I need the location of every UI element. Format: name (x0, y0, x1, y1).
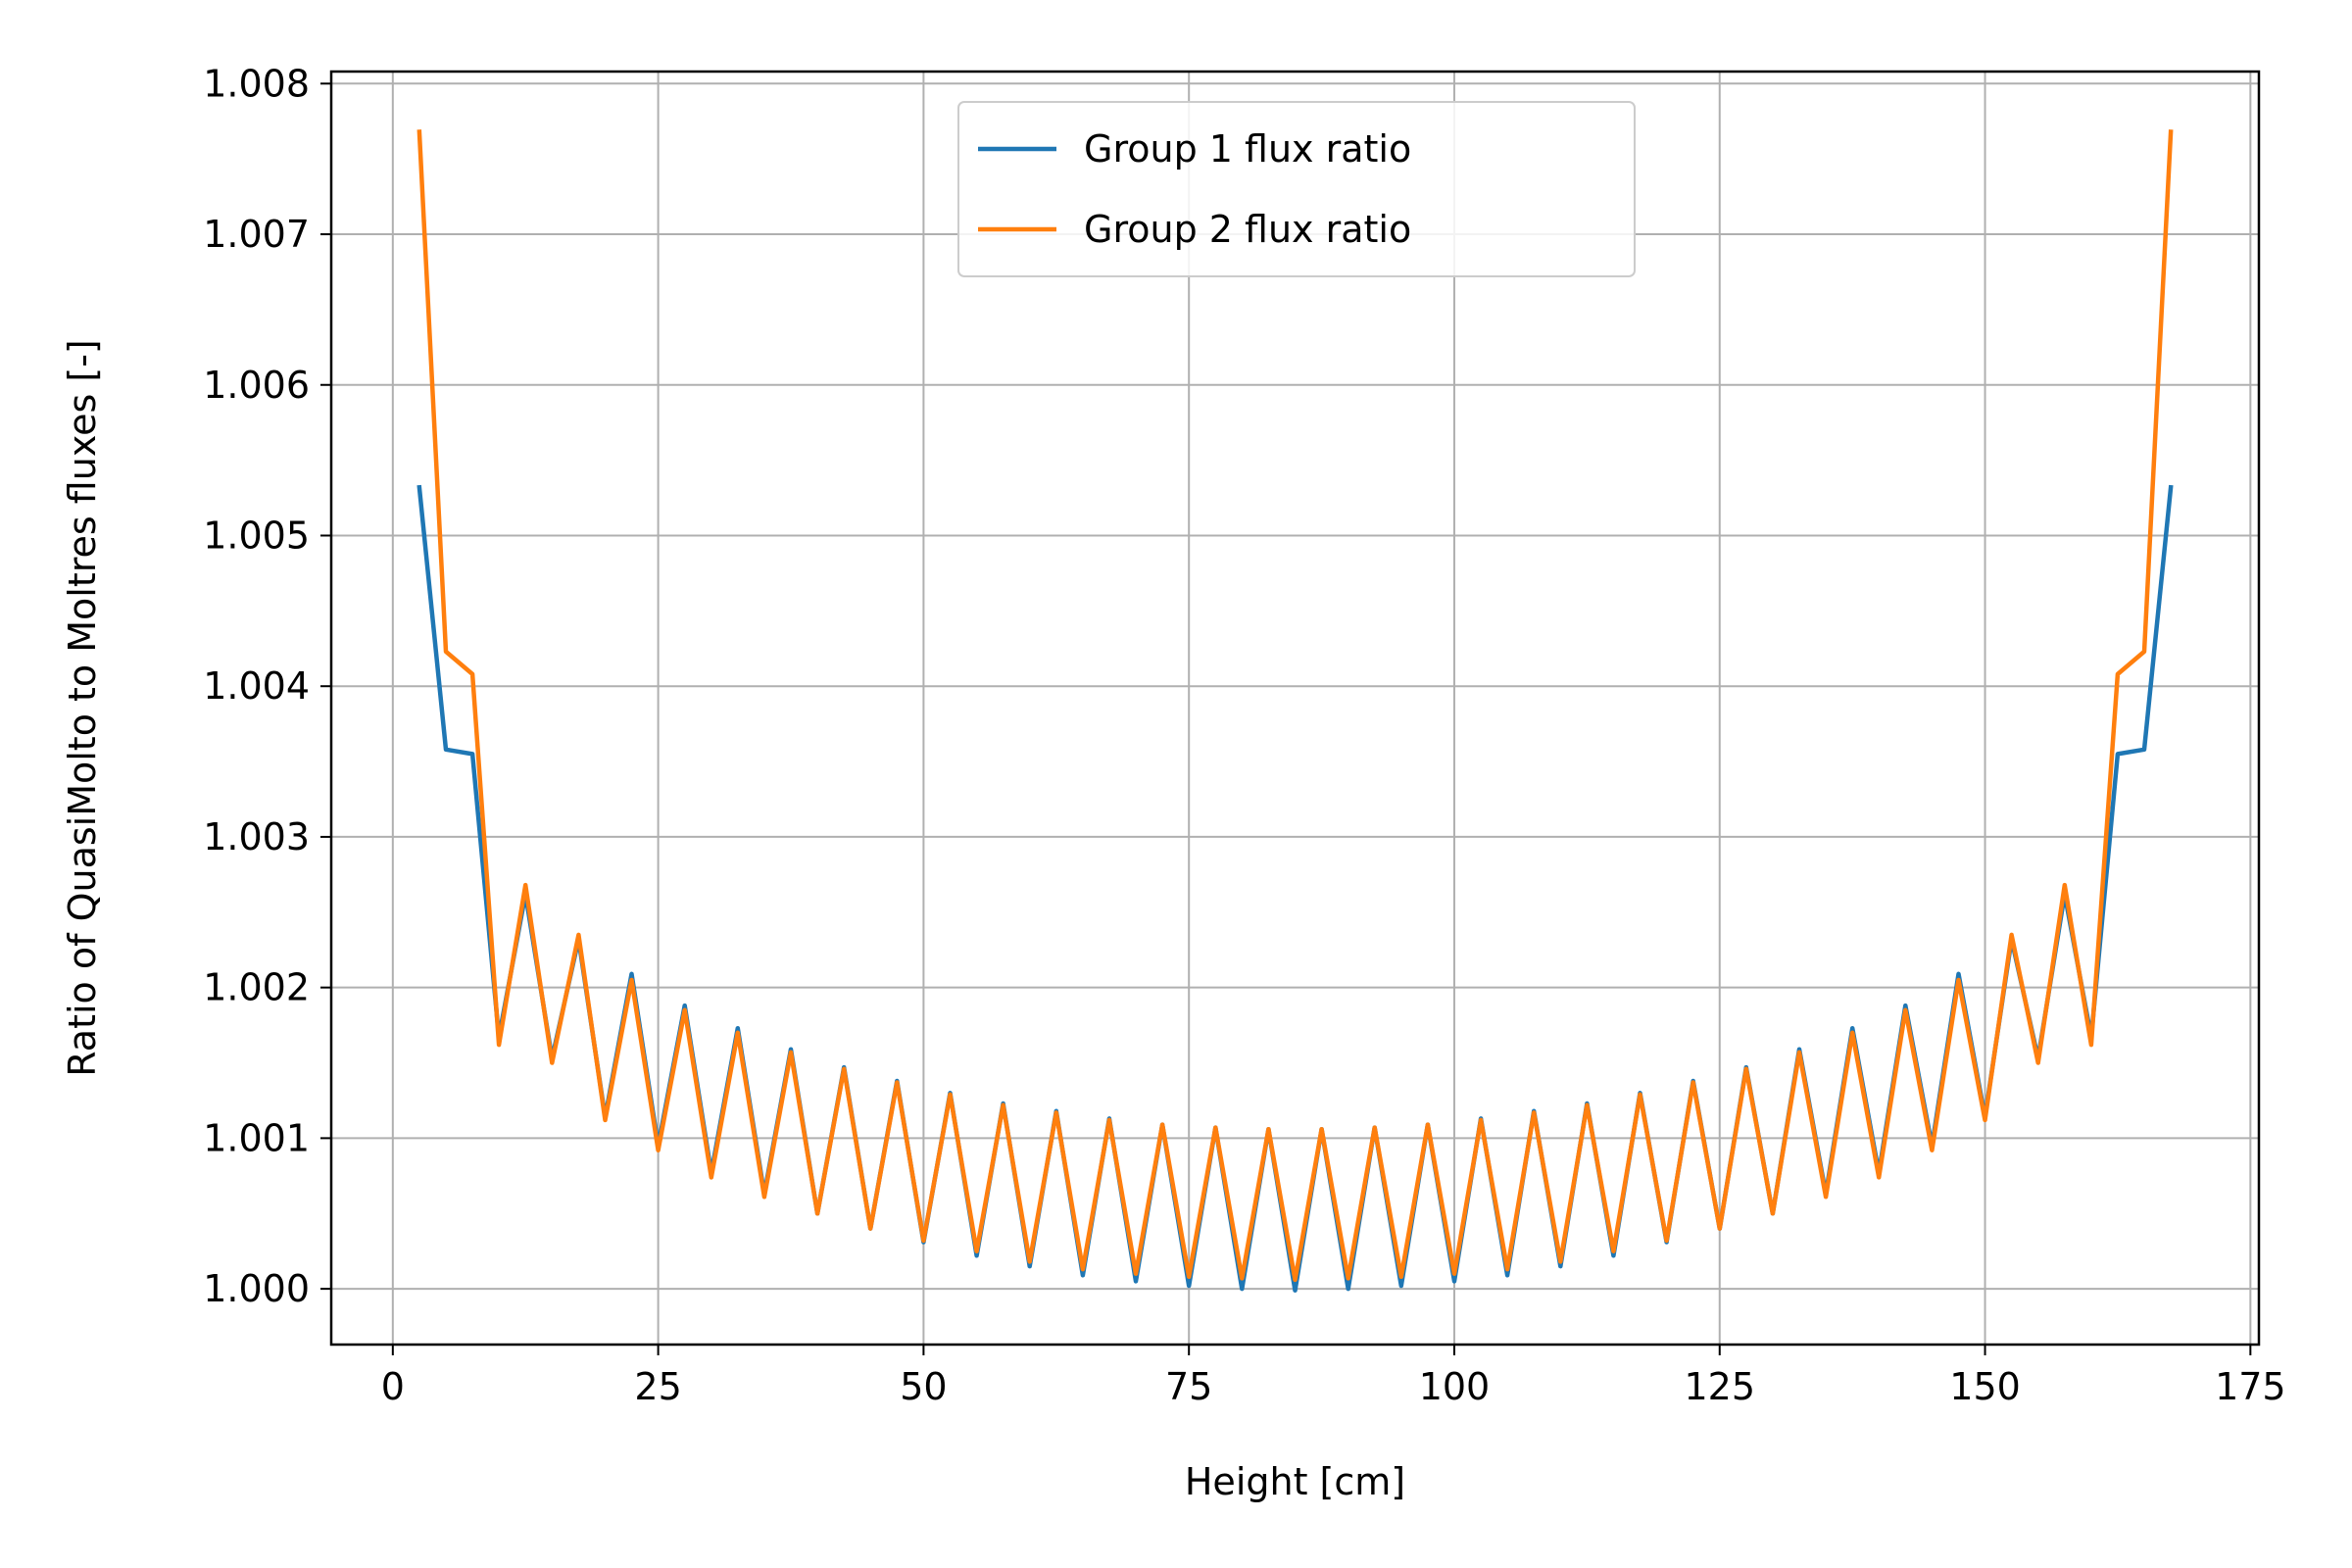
y-tick-label: 1.000 (203, 1267, 310, 1310)
y-tick-label: 1.001 (203, 1116, 310, 1159)
x-tick-label: 0 (381, 1365, 405, 1408)
grid (331, 72, 2259, 1345)
y-tick-label: 1.006 (203, 364, 310, 407)
y-axis-label: Ratio of QuasiMolto to Moltres fluxes [-… (61, 339, 104, 1077)
x-tick-label: 175 (2215, 1365, 2286, 1408)
axis-ticks: 0 25 50 75 100 125 150 175 1.000 1.001 1.002 1.003 1… (203, 62, 2285, 1408)
legend-label-group-1: Group 1 flux ratio (1084, 127, 1411, 171)
x-tick-label: 25 (634, 1365, 681, 1408)
y-tick-label: 1.005 (203, 514, 310, 557)
x-tick-label: 100 (1419, 1365, 1491, 1408)
plot-frame (329, 70, 2261, 1347)
legend-box (957, 101, 1636, 277)
y-tick-label: 1.002 (203, 966, 310, 1009)
x-tick-label: 50 (900, 1365, 947, 1408)
x-tick-label: 125 (1684, 1365, 1755, 1408)
x-tick-label: 150 (1949, 1365, 2021, 1408)
y-tick-label: 1.004 (203, 664, 310, 708)
legend: Group 1 flux ratio Group 2 flux ratio (957, 101, 1636, 277)
series-layer (416, 129, 2174, 1293)
y-tick-label: 1.008 (203, 62, 310, 105)
x-tick-label: 75 (1165, 1365, 1212, 1408)
series-line-group-2 (416, 129, 2174, 1283)
y-tick-label: 1.003 (203, 815, 310, 858)
x-axis-label: Height [cm] (1185, 1460, 1405, 1503)
legend-label-group-2: Group 2 flux ratio (1084, 208, 1411, 251)
y-tick-label: 1.007 (203, 213, 310, 256)
